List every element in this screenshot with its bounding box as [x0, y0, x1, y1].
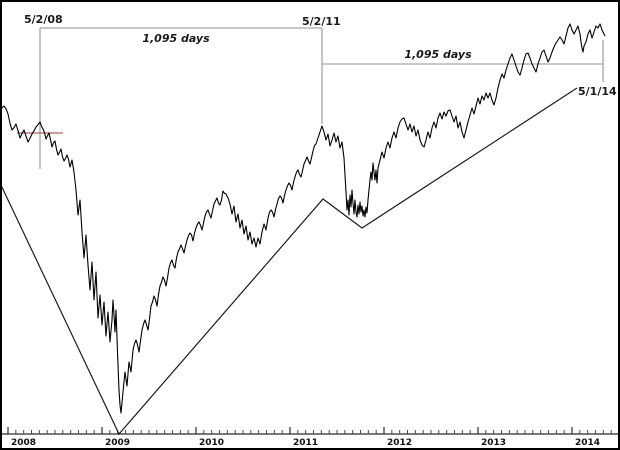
date-label-mid: 5/2/11 [302, 15, 341, 28]
x-axis-year-label: 2013 [481, 438, 507, 448]
span-label-first: 1,095 days [142, 32, 210, 45]
date-label-start: 5/2/08 [24, 13, 63, 26]
date-label-end: 5/1/14 [578, 85, 617, 98]
x-axis-year-label: 2012 [387, 438, 413, 448]
x-axis-year-label: 2011 [293, 438, 319, 448]
x-axis-year-label: 2014 [575, 438, 601, 448]
x-axis-year-label: 2010 [199, 438, 225, 448]
span-label-second: 1,095 days [404, 48, 472, 61]
x-axis-year-label: 2008 [11, 438, 37, 448]
x-axis-year-label: 2009 [105, 438, 131, 448]
